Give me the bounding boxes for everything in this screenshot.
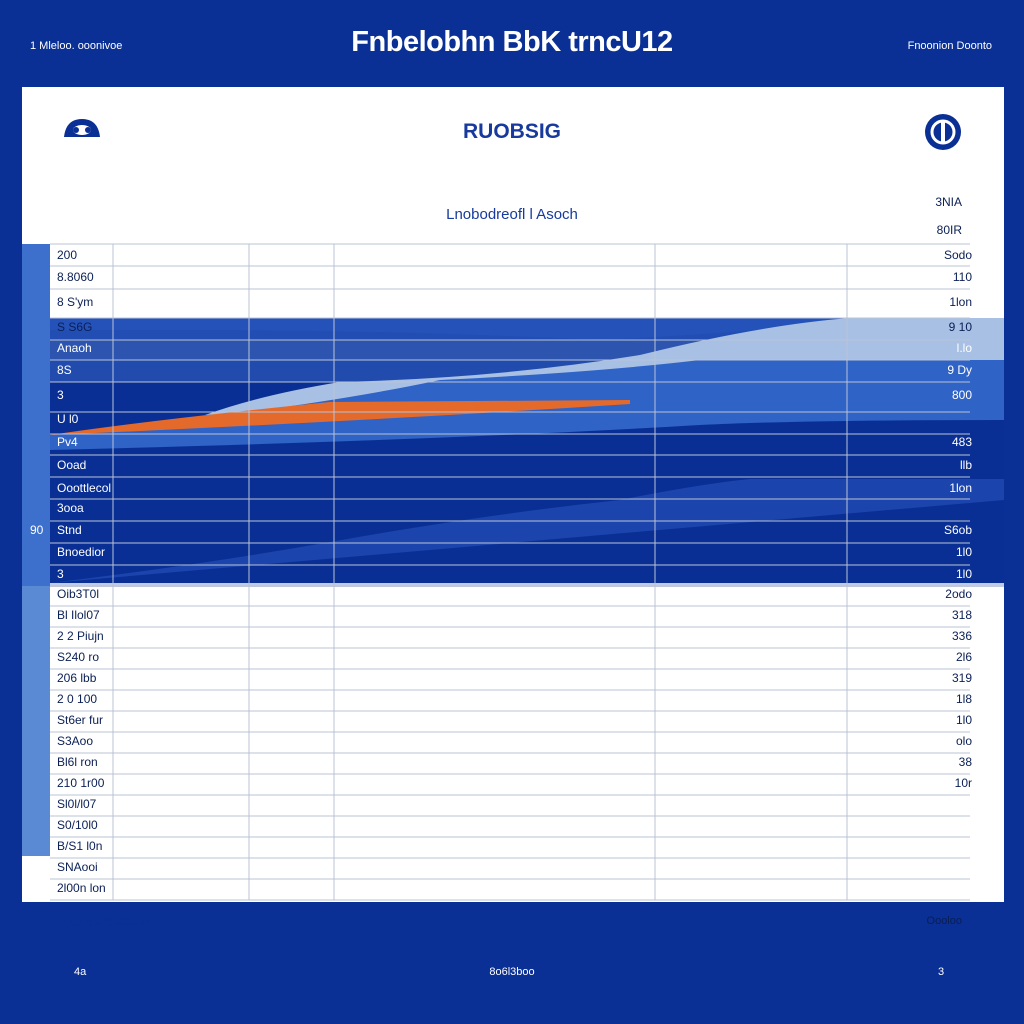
row-label: Ooottlecol: [57, 481, 112, 495]
area-edge: [50, 583, 1004, 587]
row-label: 3ooa: [57, 501, 84, 515]
row-label: 3: [57, 388, 64, 402]
bottom-right-text: 3: [938, 966, 945, 978]
left-band-upper: [22, 244, 50, 586]
page-subheading: Lnobodreofl l Asoch: [446, 206, 578, 223]
left-band-lower: [22, 586, 50, 856]
footer-right-label: Oooloo: [926, 915, 962, 927]
row-value: 1l0: [955, 567, 972, 581]
bottom-bar: [0, 941, 1024, 1024]
row-value: 1lon: [949, 481, 972, 495]
row-label: Sl0l/l07: [57, 797, 97, 811]
row-label: Ooad: [57, 458, 87, 472]
row-label: Bl6l ron: [57, 755, 98, 769]
page-heading: RUOBSIG: [462, 120, 561, 143]
row-value: Sodo: [943, 248, 972, 262]
row-value: l.lo: [956, 341, 972, 355]
row-value: 1l0: [955, 545, 972, 559]
row-label: S0/10l0: [57, 818, 98, 832]
footer-left-label: OORHRSSOON: [62, 915, 151, 929]
row-value: olo: [955, 734, 972, 748]
row-value: llb: [959, 458, 972, 472]
row-label: Oib3T0l: [57, 587, 100, 601]
row-label: 2 2 Piujn: [57, 629, 104, 643]
row-value: 9 Dy: [947, 363, 972, 377]
row-value: 483: [951, 435, 972, 449]
row-label: 8.8060: [57, 270, 94, 284]
header-left-text: 1 Mleloo. ooonivoe: [30, 40, 123, 52]
row-value: 38: [958, 755, 972, 769]
top-value: 80IR: [936, 223, 962, 237]
logo-icon[interactable]: [62, 115, 102, 141]
row-value: 2l6: [955, 650, 972, 664]
row-label: B/S1 l0n: [57, 839, 103, 853]
row-value: 1l8: [955, 692, 972, 706]
row-value: 10r: [954, 776, 972, 790]
row-label: St6er fur: [57, 713, 104, 727]
bottom-left-text: 4a: [74, 966, 87, 978]
top-bar: [0, 0, 1024, 87]
row-label: U l0: [57, 412, 79, 426]
row-label: SNAooi: [57, 860, 98, 874]
row-label: Anaoh: [57, 341, 92, 355]
row-label: 2 0 100: [57, 692, 98, 706]
area-lower: [50, 479, 1004, 583]
grid-lines: [50, 243, 970, 901]
row-value: 318: [951, 608, 972, 622]
area-orange: [50, 400, 630, 435]
row-value: 110: [952, 270, 972, 284]
row-label: S S6G: [57, 320, 93, 334]
row-label: Pv4: [57, 435, 78, 449]
header-right-text: Fnoonion Doonto: [907, 40, 992, 52]
row-label: 2l00n lon: [57, 881, 106, 895]
side-marker: 90: [30, 523, 44, 537]
top-value: 3NIA: [935, 195, 962, 209]
row-label: S240 ro: [57, 650, 100, 664]
row-value: 9 10: [948, 320, 972, 334]
row-value: 800: [951, 388, 972, 402]
row-label: 8 S'ym: [57, 295, 94, 309]
row-value: S6ob: [943, 523, 972, 537]
row-label: 206 lbb: [57, 671, 97, 685]
app-title: Fnbelobhn BbK trncU12: [351, 26, 673, 58]
row-label: 200: [57, 248, 78, 262]
bottom-center-text: 8o6l3boo: [489, 966, 535, 978]
row-label: Bl Ilol07: [57, 608, 100, 622]
row-label: 210 1r00: [57, 776, 105, 790]
row-value: 319: [951, 671, 972, 685]
row-value: 2odo: [945, 587, 972, 601]
row-label: Stnd: [57, 523, 82, 537]
row-value: 1lon: [949, 295, 972, 309]
row-label: 8S: [57, 363, 72, 377]
row-label: 3: [57, 567, 64, 581]
row-label: S3Aoo: [57, 734, 94, 748]
row-value: 1l0: [955, 713, 972, 727]
globe-icon[interactable]: [923, 112, 963, 152]
row-label: Bnoedior: [57, 545, 106, 559]
row-value: 336: [951, 629, 972, 643]
